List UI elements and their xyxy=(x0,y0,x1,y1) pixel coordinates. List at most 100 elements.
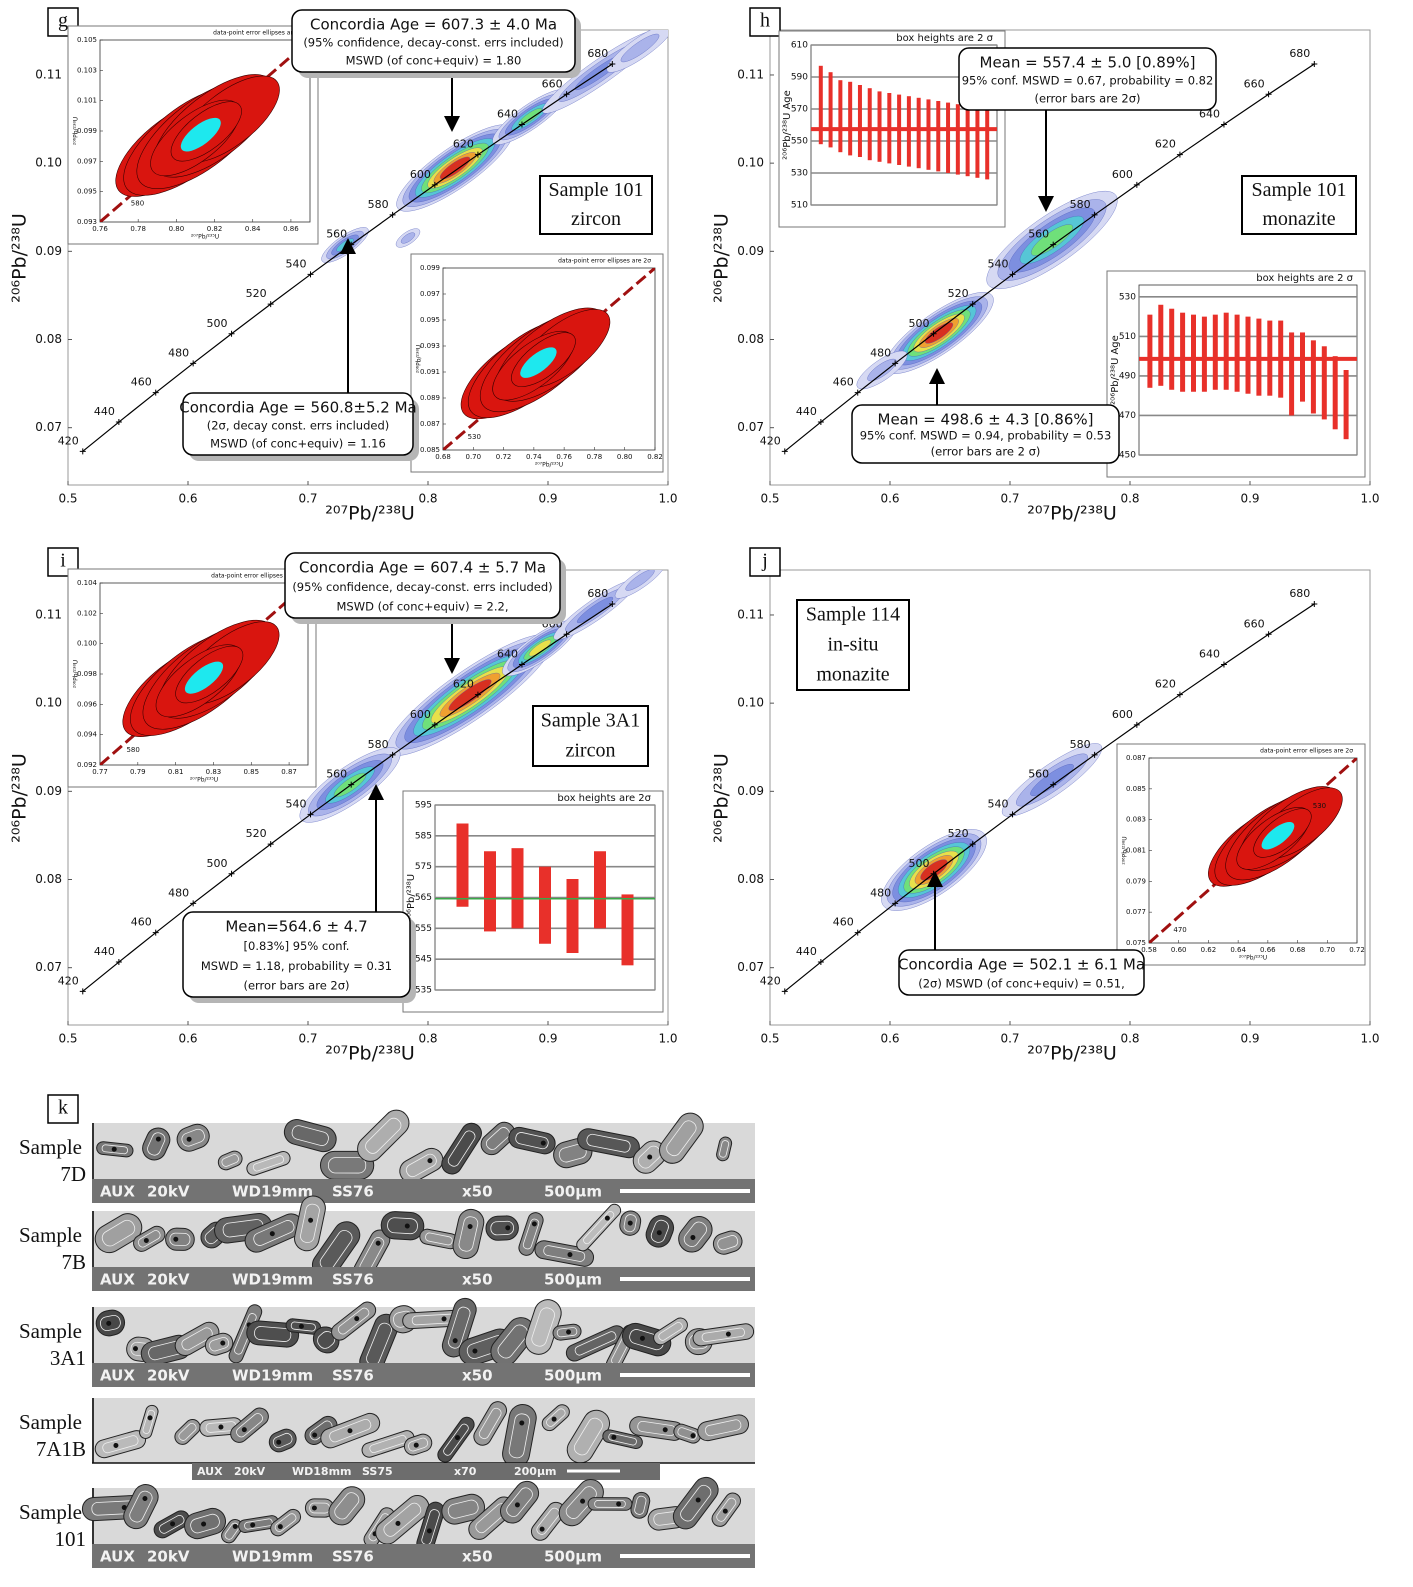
concordia-age-label: 540 xyxy=(988,257,1009,270)
y-tick-label: 0.07 xyxy=(35,420,62,434)
x-tick-label: 0.9 xyxy=(1240,492,1259,506)
inset-x-tick-label: 0.72 xyxy=(1349,946,1365,954)
scale-text: x50 xyxy=(462,1367,493,1385)
y-axis-label: ²⁰⁶Pb/²³⁸U xyxy=(9,213,31,303)
error-bar xyxy=(1300,332,1305,401)
inset-x-tick-label: 0.87 xyxy=(281,768,297,776)
concordia-age-label: 520 xyxy=(246,287,267,300)
scale-text: SS76 xyxy=(332,1367,374,1385)
inset-y-tick-label: 490 xyxy=(1119,371,1136,381)
inset-y-tick-label: 0.077 xyxy=(1126,908,1146,916)
concordia-age-label: 440 xyxy=(796,945,817,958)
inset-y-label: ²⁰⁶Pb/²³⁸U xyxy=(416,345,423,373)
error-bar xyxy=(1180,313,1185,392)
sample-name: Sample xyxy=(19,1410,82,1434)
inset-y-tick-label: 0.099 xyxy=(77,127,97,135)
panel-label: k xyxy=(58,1097,68,1119)
scale-text: SS76 xyxy=(332,1548,374,1566)
inset-x-tick-label: 0.86 xyxy=(283,225,299,233)
concordia-age-label: 680 xyxy=(587,587,608,600)
scale-text: WD18mm xyxy=(292,1465,352,1478)
panel-label: g xyxy=(58,10,68,32)
error-bar xyxy=(1246,317,1251,394)
concordia-age-label: 580 xyxy=(368,738,389,751)
inset-y-tick-label: 0.094 xyxy=(77,731,98,739)
inset-y-tick-label: 470 xyxy=(1119,411,1136,421)
x-tick-label: 0.5 xyxy=(760,492,779,506)
inset-y-tick-label: 0.105 xyxy=(77,36,97,44)
inset-y-tick-label: 0.096 xyxy=(77,700,98,708)
concordia-age-label: 620 xyxy=(453,138,474,151)
inset-x-tick-label: 0.68 xyxy=(1290,946,1306,954)
sample-id: 7A1B xyxy=(36,1437,86,1461)
scale-text: SS76 xyxy=(332,1271,374,1289)
concordia-age-label: 540 xyxy=(286,797,307,810)
error-bar xyxy=(966,106,970,176)
y-tick-label: 0.10 xyxy=(737,156,764,170)
inset-x-tick-label: 0.72 xyxy=(496,453,512,461)
inset-x-label: ²⁰⁷Pb/²³⁵U xyxy=(191,234,219,241)
inset-y-tick-label: 510 xyxy=(791,201,808,211)
inset-y-tick-label: 0.101 xyxy=(77,97,97,105)
sample-name: Sample xyxy=(19,1223,82,1247)
inset-age-label: 530 xyxy=(1313,802,1326,810)
x-tick-label: 0.5 xyxy=(58,1032,77,1046)
inset-x-tick-label: 0.79 xyxy=(130,768,146,776)
x-tick-label: 1.0 xyxy=(658,492,677,506)
error-bar xyxy=(1202,317,1207,392)
error-bar xyxy=(1213,315,1218,390)
x-tick-label: 0.9 xyxy=(538,492,557,506)
x-tick-label: 0.9 xyxy=(538,1032,557,1046)
inset-y-tick-label: 0.095 xyxy=(77,188,97,196)
error-bar xyxy=(858,85,862,157)
callout-text: 95% conf. MSWD = 0.94, probability = 0.5… xyxy=(860,429,1112,443)
inset-y-tick-label: 0.097 xyxy=(420,290,440,298)
inset-x-label: ²⁰⁷Pb/²³⁵U xyxy=(190,777,218,784)
inset-title: data-point error ellipses are 2σ xyxy=(558,258,651,265)
y-tick-label: 0.08 xyxy=(35,872,62,886)
callout-text: (95% confidence, decay-const. errs inclu… xyxy=(292,580,552,594)
callout-text: Concordia Age = 560.8±5.2 Ma xyxy=(179,399,417,417)
x-tick-label: 1.0 xyxy=(1360,492,1379,506)
inset-x-tick-label: 0.74 xyxy=(526,453,542,461)
inset-y-tick-label: 0.093 xyxy=(420,342,440,350)
y-tick-label: 0.11 xyxy=(35,67,62,81)
callout-text: Concordia Age = 607.3 ± 4.0 Ma xyxy=(310,16,557,34)
y-axis-label: ²⁰⁶Pb/²³⁸U xyxy=(711,213,733,303)
inset-y-tick-label: 0.079 xyxy=(1126,877,1146,885)
inset-age-label: 580 xyxy=(126,746,139,754)
inset-y-tick-label: 0.091 xyxy=(420,368,440,376)
inset-y-tick-label: 530 xyxy=(791,169,808,179)
x-tick-label: 0.7 xyxy=(298,492,317,506)
scale-text: SS76 xyxy=(332,1183,374,1201)
concordia-age-label: 620 xyxy=(453,678,474,691)
x-tick-label: 0.8 xyxy=(1120,1032,1139,1046)
inset-y-tick-label: 0.102 xyxy=(77,609,97,617)
sample-label: zircon xyxy=(566,740,616,762)
error-bar xyxy=(829,72,833,147)
inset-x-tick-label: 0.83 xyxy=(206,768,222,776)
inset-x-tick-label: 0.62 xyxy=(1201,946,1217,954)
x-tick-label: 0.8 xyxy=(418,1032,437,1046)
inset-y-tick-label: 0.099 xyxy=(420,264,440,272)
sample-id: 7B xyxy=(61,1250,86,1274)
error-bar xyxy=(819,66,823,144)
concordia-age-label: 460 xyxy=(131,916,152,929)
callout-text: (error bars are 2σ) xyxy=(1034,92,1140,106)
callout-text: (2σ) MSWD (of conc+equiv) = 0.51, xyxy=(918,977,1125,991)
callout-text: 95% conf. MSWD = 0.67, probability = 0.8… xyxy=(962,74,1214,88)
inset-x-tick-label: 0.70 xyxy=(1319,946,1335,954)
error-bar xyxy=(848,82,852,156)
inset-x-tick-label: 0.78 xyxy=(130,225,146,233)
concordia-age-label: 660 xyxy=(1244,617,1265,630)
error-bar xyxy=(512,848,524,928)
callout-text: MSWD (of conc+equiv) = 1.80 xyxy=(346,54,522,68)
inset-y-tick-label: 0.083 xyxy=(1126,816,1146,824)
inset-title: box heights are 2σ xyxy=(557,793,651,804)
concordia-age-label: 540 xyxy=(988,797,1009,810)
sample-label: Sample 3A1 xyxy=(541,710,640,732)
inset-x-label: ²⁰⁷Pb/²³⁵U xyxy=(1239,955,1267,962)
sample-label: zircon xyxy=(571,208,621,230)
x-tick-label: 0.8 xyxy=(1120,492,1139,506)
concordia-age-label: 460 xyxy=(833,916,854,929)
